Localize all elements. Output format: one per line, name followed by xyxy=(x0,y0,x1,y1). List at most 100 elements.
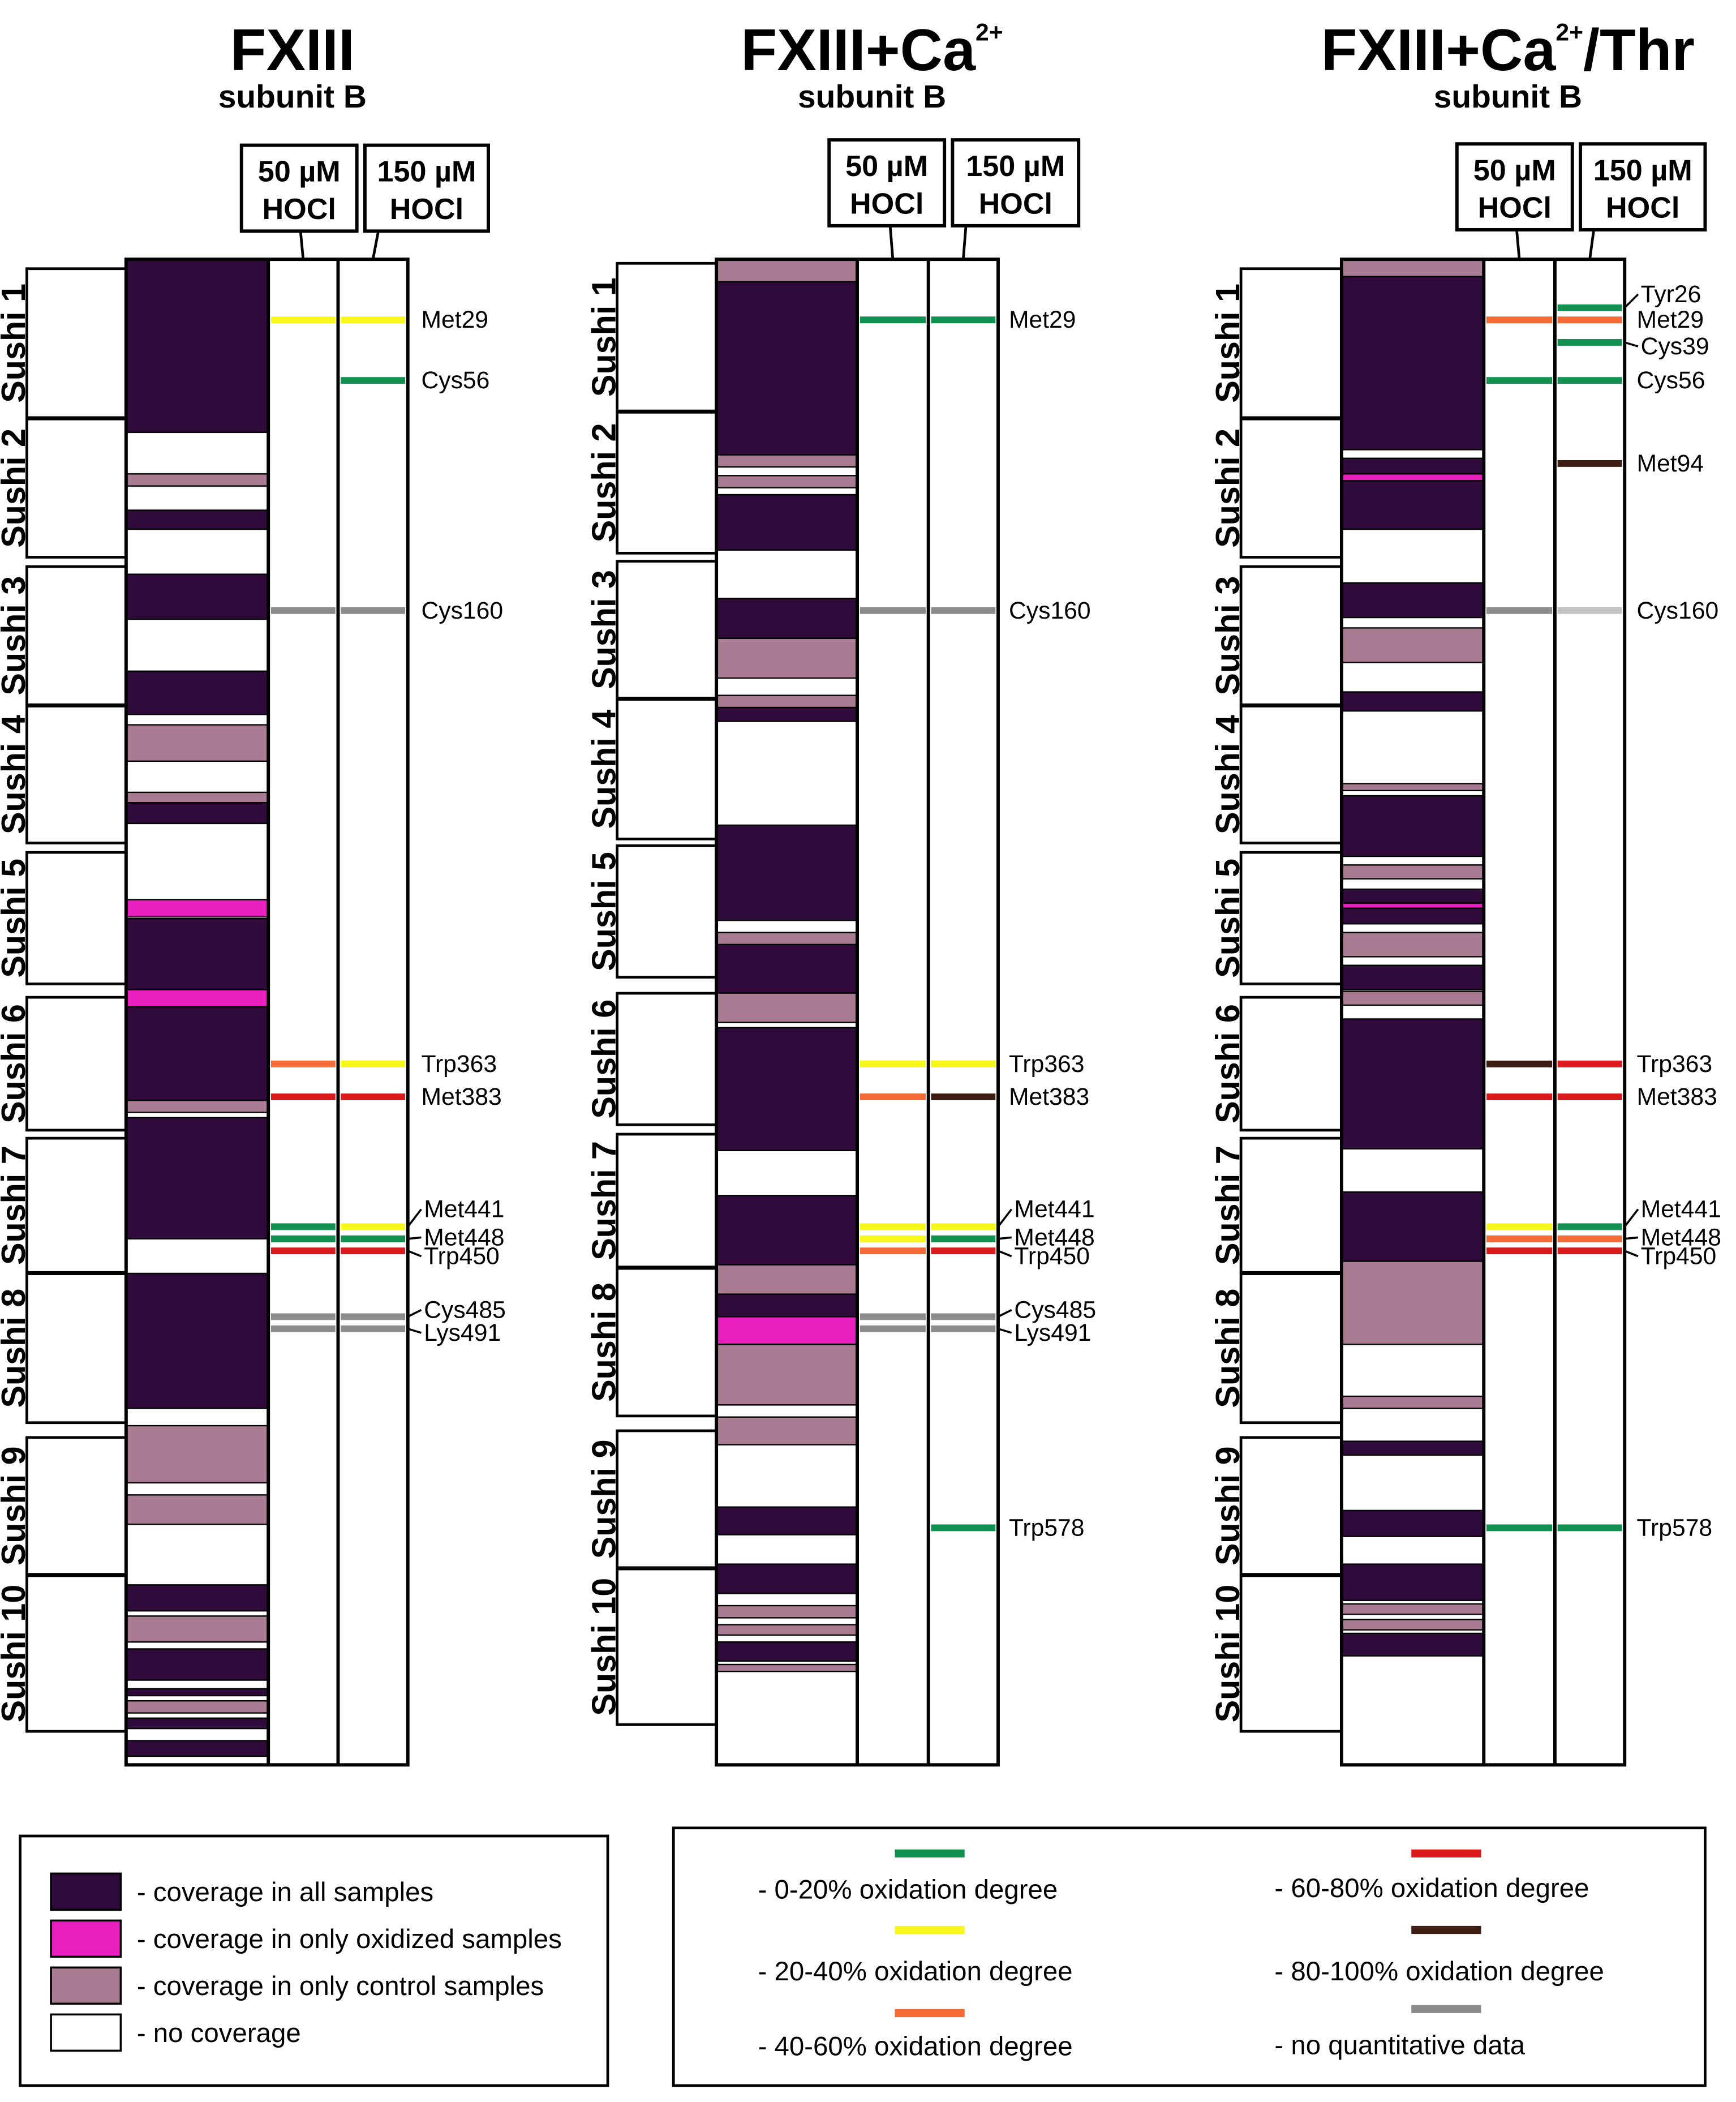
site-label: Trp578 xyxy=(1009,1514,1085,1541)
legend-label: - coverage in only control samples xyxy=(137,1971,544,2001)
coverage-segment xyxy=(125,1700,269,1714)
panel-subtitle: subunit B xyxy=(218,79,367,115)
coverage-segment xyxy=(1340,1563,1485,1602)
coverage-segment xyxy=(715,694,858,709)
coverage-segment xyxy=(125,917,269,990)
domain-label: Sushi 3 xyxy=(1209,576,1247,696)
domain-label: Sushi 10 xyxy=(585,1578,622,1716)
column-header-line2: HOCl xyxy=(979,188,1052,221)
column-header-box xyxy=(827,138,947,228)
site-label: Lys491 xyxy=(1014,1319,1091,1346)
column-header-line2: HOCl xyxy=(263,193,336,226)
column-connector xyxy=(299,231,305,260)
column-header-line2: HOCl xyxy=(390,193,463,226)
coverage-segment xyxy=(715,281,858,456)
coverage-segment xyxy=(715,1563,858,1594)
domain-bracket xyxy=(25,267,126,419)
coverage-segment xyxy=(125,1615,269,1643)
coverage-segment xyxy=(1340,582,1485,619)
domain-bracket xyxy=(616,1567,717,1726)
legend-swatch xyxy=(50,2013,122,2052)
legend-label: - 0-20% oxidation degree xyxy=(758,1874,1058,1904)
domain-label: Sushi 9 xyxy=(0,1446,32,1565)
domain-bracket xyxy=(1239,267,1342,419)
label-leader xyxy=(407,1328,422,1334)
coverage-segment xyxy=(715,1264,858,1295)
domain-bracket xyxy=(25,1272,126,1425)
domain-label: Sushi 6 xyxy=(585,999,622,1119)
column-header-line1: 150 µM xyxy=(1593,154,1692,187)
domain-bracket xyxy=(616,1267,717,1418)
site-label: Met383 xyxy=(1009,1083,1089,1110)
domain-label: Sushi 1 xyxy=(585,277,622,397)
legend-swatch xyxy=(50,1966,122,2005)
legend-label: - coverage in all samples xyxy=(137,1877,433,1907)
coverage-segment xyxy=(715,258,858,283)
domain-label: Sushi 2 xyxy=(0,428,32,548)
domain-bracket xyxy=(616,992,717,1126)
domain-label: Sushi 2 xyxy=(1209,428,1247,548)
column-header-line1: 50 µM xyxy=(1473,154,1556,187)
label-leader xyxy=(998,1328,1012,1334)
column-header-box xyxy=(363,143,490,233)
coverage-segment xyxy=(1340,473,1485,482)
domain-label: Sushi 7 xyxy=(585,1141,622,1260)
domain-label: Sushi 4 xyxy=(0,715,32,834)
site-label: Cys485 xyxy=(424,1297,506,1324)
coverage-segment xyxy=(1340,795,1485,857)
column-connector xyxy=(371,230,380,260)
domain-label: Sushi 7 xyxy=(1209,1146,1247,1265)
site-label: Cys39 xyxy=(1641,333,1709,360)
coverage-segment xyxy=(1340,1619,1485,1631)
domain-bracket xyxy=(616,560,717,700)
coverage-segment xyxy=(125,899,269,918)
coverage-segment xyxy=(125,1099,269,1113)
domain-bracket xyxy=(25,417,126,559)
coverage-segment xyxy=(125,1272,269,1409)
site-label: Trp578 xyxy=(1637,1514,1713,1541)
site-label: Met383 xyxy=(1637,1083,1717,1110)
column-header-box xyxy=(239,143,359,233)
coverage-segment xyxy=(1340,480,1485,530)
coverage-segment xyxy=(715,1605,858,1619)
coverage-segment xyxy=(715,454,858,468)
panel-title: FXIII xyxy=(230,18,355,83)
coverage-segment xyxy=(1340,1018,1485,1149)
coverage-segment xyxy=(715,992,858,1023)
coverage-segment xyxy=(1340,691,1485,712)
domain-label: Sushi 3 xyxy=(0,576,32,696)
coverage-segment xyxy=(1340,864,1485,880)
domain-bracket xyxy=(616,411,717,555)
domain-bracket xyxy=(25,1136,126,1274)
coverage-segment xyxy=(715,494,858,551)
coverage-segment xyxy=(1340,457,1485,475)
legend-label: - no quantitative data xyxy=(1274,2030,1525,2060)
domain-label: Sushi 10 xyxy=(1209,1585,1247,1723)
title-text: FXIII+Ca xyxy=(741,18,976,83)
coverage-segment xyxy=(125,1494,269,1525)
coverage-segment xyxy=(715,1663,858,1672)
site-label: Met441 xyxy=(1641,1196,1721,1223)
domain-bracket xyxy=(1239,1272,1342,1425)
title-tail: /Thr xyxy=(1583,18,1695,83)
legend-label: - 20-40% oxidation degree xyxy=(758,1957,1073,1987)
coverage-segment xyxy=(1340,907,1485,925)
coverage-segment xyxy=(1340,276,1485,451)
label-leader xyxy=(407,1236,422,1240)
label-leader xyxy=(407,1208,422,1228)
domain-label: Sushi 8 xyxy=(0,1289,32,1408)
label-leader xyxy=(1623,293,1639,309)
site-label: Cys56 xyxy=(421,367,489,394)
coverage-segment xyxy=(715,932,858,946)
coverage-segment xyxy=(1340,932,1485,958)
domain-bracket xyxy=(1239,996,1342,1132)
coverage-segment xyxy=(715,1027,858,1152)
column-connector xyxy=(1515,229,1521,260)
domain-label: Sushi 10 xyxy=(0,1585,32,1723)
site-label: Trp363 xyxy=(1009,1050,1085,1078)
panel-title: FXIII+Ca2+ xyxy=(741,18,1003,83)
site-label: Met448 xyxy=(424,1224,504,1251)
coverage-segment xyxy=(1340,1260,1485,1345)
